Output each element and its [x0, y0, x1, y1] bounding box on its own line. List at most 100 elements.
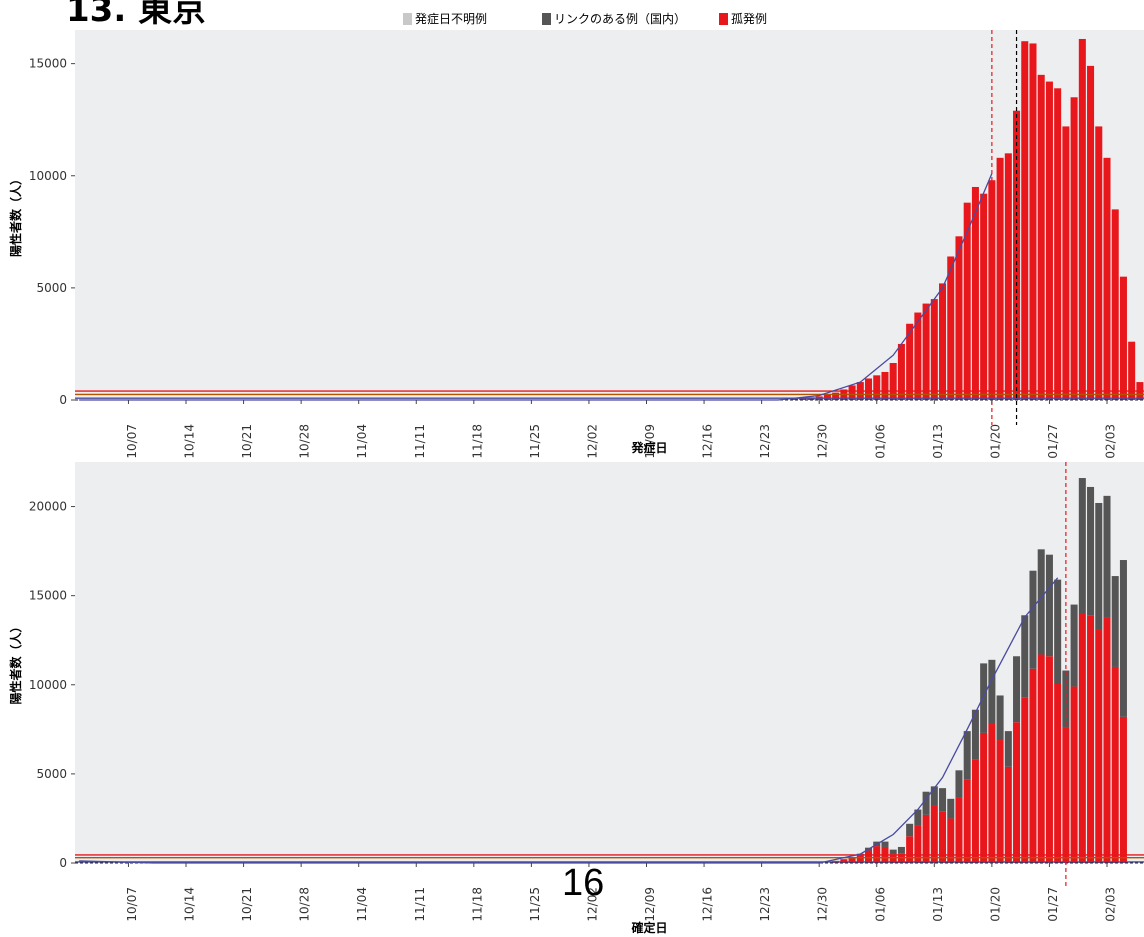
x-tick-label: 01/20 — [988, 424, 1002, 459]
bar-linked — [939, 788, 947, 812]
bar-isolated — [906, 323, 914, 400]
bar-linked — [996, 695, 1004, 741]
page-title: 13. 東京 — [66, 0, 207, 30]
bar-isolated — [996, 740, 1004, 863]
legend-swatch-isolated — [719, 12, 728, 25]
bar-isolated — [1062, 727, 1070, 863]
page-number: 16 — [562, 862, 605, 904]
bar-isolated — [1004, 153, 1012, 400]
chart-panel-1: 0 5000 10000 15000 10/07 10/14 10/21 10/28 11/04… — [8, 30, 1144, 459]
x-tick-label: 01/13 — [931, 424, 945, 459]
x-tick-label: 10/07 — [125, 887, 139, 922]
x-tick-label: 10/28 — [298, 887, 312, 922]
legend-item-isolated: 孤発例 — [719, 10, 767, 27]
bar-isolated — [1103, 157, 1111, 400]
x-tick-label: 02/03 — [1103, 887, 1117, 922]
x-tick-label: 11/04 — [355, 887, 369, 922]
bar-linked — [1111, 576, 1119, 667]
bar-isolated — [906, 836, 914, 863]
x-tick-label: 02/03 — [1103, 424, 1117, 459]
bar-isolated — [963, 202, 971, 400]
bar-isolated — [881, 371, 889, 400]
chart-panel-2: 0 5000 10000 15000 20000 10/07 10/14 10/21 10/28… — [8, 462, 1144, 935]
x-tick-label: 12/23 — [758, 887, 772, 922]
bar-linked — [1078, 478, 1086, 614]
legend-item-linked: リンクのある例（国内） — [542, 10, 686, 27]
bar-isolated — [1029, 668, 1037, 863]
bar-isolated — [1070, 97, 1078, 400]
x-tick-label: 11/11 — [413, 424, 427, 459]
x-tick-label: 10/21 — [240, 887, 254, 922]
bar-linked — [1029, 570, 1037, 669]
bar-isolated — [823, 394, 831, 400]
bar-isolated — [1087, 615, 1095, 863]
x-tick-label: 01/27 — [1046, 424, 1060, 459]
bar-isolated — [930, 299, 938, 400]
bar-linked — [906, 823, 914, 837]
x-tick-label: 10/21 — [240, 424, 254, 459]
bar-isolated — [1021, 697, 1029, 863]
x-tick-label: 01/06 — [873, 887, 887, 922]
bar-linked — [1021, 615, 1029, 698]
x-tick-label: 10/28 — [298, 424, 312, 459]
bar-isolated — [799, 397, 807, 400]
bar-linked — [1004, 731, 1012, 767]
x-tick-label: 12/16 — [701, 887, 715, 922]
bar-linked — [1037, 549, 1045, 655]
bar-isolated — [1095, 126, 1103, 400]
bar-isolated — [1078, 38, 1086, 400]
bar-linked — [1054, 579, 1062, 683]
x-tick-label: 11/11 — [413, 887, 427, 922]
bar-isolated — [1045, 81, 1053, 401]
y-tick-label: 0 — [59, 856, 67, 870]
bar-isolated — [1087, 65, 1095, 400]
bar-isolated — [980, 193, 988, 400]
x-tick-label: 12/16 — [701, 424, 715, 459]
x-tick-label: 11/18 — [470, 424, 484, 459]
bar-linked — [840, 859, 848, 860]
bar-linked — [1013, 656, 1021, 723]
bar-linked — [1087, 486, 1095, 616]
x-tick-label: 11/18 — [470, 887, 484, 922]
bar-isolated — [848, 385, 856, 400]
bar-isolated — [865, 378, 873, 400]
x-tick-label: 12/23 — [758, 424, 772, 459]
bar-isolated — [897, 343, 905, 400]
bar-isolated — [873, 375, 881, 400]
bar-linked — [930, 786, 938, 806]
bar-isolated — [955, 236, 963, 400]
y-tick-label: 20000 — [29, 500, 67, 514]
x-tick-label: 12/30 — [816, 424, 830, 459]
bar-isolated — [1062, 126, 1070, 400]
y-tick-label: 15000 — [29, 57, 67, 71]
bar-isolated — [1103, 617, 1111, 863]
bar-linked — [988, 659, 996, 724]
y-tick-label: 5000 — [36, 281, 67, 295]
bar-isolated — [980, 732, 988, 863]
bar-isolated — [832, 392, 840, 400]
y-tick-label: 10000 — [29, 678, 67, 692]
legend-label-linked: リンクのある例（国内） — [554, 12, 687, 26]
bar-isolated — [963, 779, 971, 863]
bar-isolated — [988, 723, 996, 863]
x-tick-label: 01/20 — [988, 887, 1002, 922]
x-axis-title: 確定日 — [631, 920, 667, 935]
bar-isolated — [1037, 654, 1045, 863]
bar-isolated — [939, 283, 947, 400]
bar-isolated — [889, 854, 897, 863]
bar-linked — [881, 841, 889, 847]
x-tick-label: 12/30 — [816, 887, 830, 922]
trend-line — [79, 577, 1059, 864]
x-tick-label: 11/25 — [528, 424, 542, 459]
bar-isolated — [914, 312, 922, 400]
bar-isolated — [971, 759, 979, 863]
bar-isolated — [889, 363, 897, 400]
bar-isolated — [1029, 43, 1037, 401]
bar-isolated — [1070, 686, 1078, 863]
bar-isolated — [848, 858, 856, 863]
bar-isolated — [1004, 766, 1012, 863]
y-axis-title: 陽性者数（人） — [8, 173, 23, 257]
x-tick-label: 12/02 — [585, 887, 599, 922]
bar-isolated — [1111, 666, 1119, 863]
